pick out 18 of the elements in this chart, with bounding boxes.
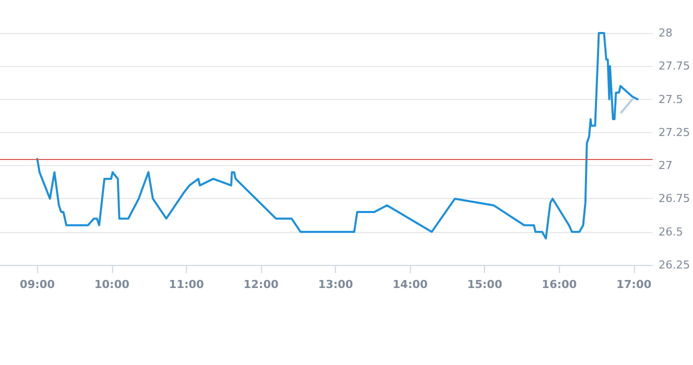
y-tick-label: 26.25 <box>658 258 690 272</box>
x-tick-label: 09:00 <box>20 278 56 291</box>
x-tick-label: 14:00 <box>392 278 428 291</box>
x-tick-label: 13:00 <box>318 278 354 291</box>
y-tick-label: 27.75 <box>658 60 690 73</box>
line-series <box>36 32 639 240</box>
y-tick-label: 28 <box>658 26 673 40</box>
y-tick-label: 27 <box>658 159 673 172</box>
y-tick-label: 27.5 <box>658 92 684 106</box>
x-tick-label: 12:00 <box>243 278 279 291</box>
y-tick-label: 26.5 <box>658 225 684 238</box>
x-tick-label: 17:00 <box>616 278 652 291</box>
x-tick-label: 16:00 <box>542 278 578 291</box>
y-tick-label: 26.75 <box>658 192 690 206</box>
x-tick-label: 10:00 <box>94 278 130 291</box>
x-tick-label: 15:00 <box>467 278 503 291</box>
y-tick-label: 27.25 <box>658 126 690 139</box>
x-tick-label: 11:00 <box>168 278 204 291</box>
